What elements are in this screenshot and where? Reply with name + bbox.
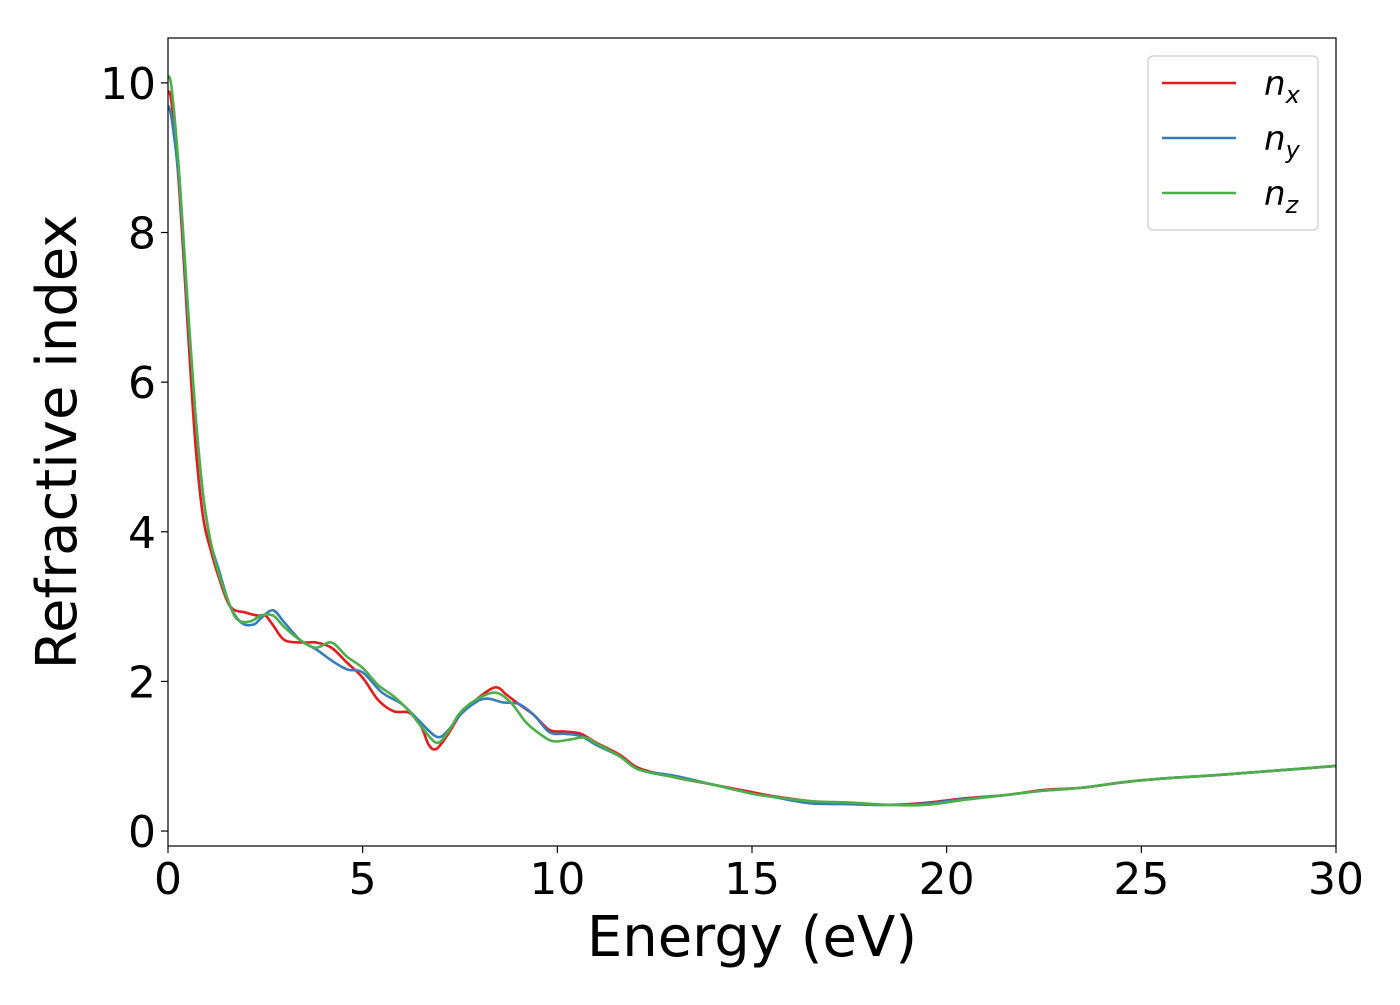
y-axis: 0 2 4 6 8 10 xyxy=(100,59,168,858)
x-axis: 0 5 10 15 20 25 30 xyxy=(154,846,1364,905)
x-tick-label: 10 xyxy=(529,854,585,905)
series-line-z xyxy=(168,74,1336,807)
y-tick-label: 6 xyxy=(128,358,156,409)
x-tick-label: 5 xyxy=(349,854,377,905)
x-tick-label: 30 xyxy=(1308,854,1364,905)
legend-label-y: ny xyxy=(1264,119,1301,164)
x-tick-label: 15 xyxy=(724,854,780,905)
y-tick-label: 8 xyxy=(128,209,156,260)
y-tick-label: 2 xyxy=(128,657,156,708)
y-axis-title: Refractive index xyxy=(25,215,90,670)
x-tick-label: 25 xyxy=(1113,854,1169,905)
x-tick-label: 0 xyxy=(154,854,182,905)
x-axis-title: Energy (eV) xyxy=(587,905,917,970)
legend-frame xyxy=(1147,55,1319,231)
legend-label-x: nx xyxy=(1264,64,1301,109)
legend: nx ny nz xyxy=(1147,55,1319,231)
x-tick-label: 20 xyxy=(919,854,975,905)
legend-label-z: nz xyxy=(1264,174,1300,219)
y-tick-label: 10 xyxy=(100,59,156,110)
series-layer xyxy=(168,74,1336,807)
y-tick-label: 0 xyxy=(128,807,156,858)
y-tick-label: 4 xyxy=(128,508,156,559)
